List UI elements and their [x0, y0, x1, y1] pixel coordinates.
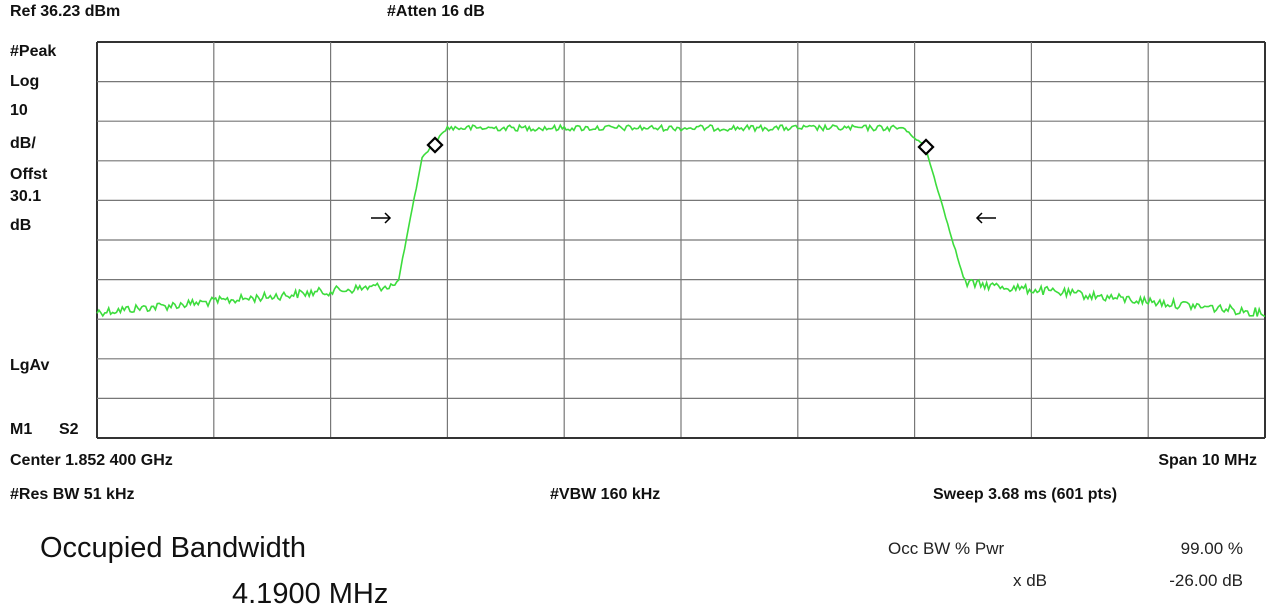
param-value: 99.00 %: [1180, 539, 1243, 558]
marker-mode: S2: [59, 421, 79, 438]
side-label: 10: [10, 102, 28, 119]
sweep: Sweep 3.68 ms (601 pts): [933, 486, 1118, 503]
marker-diamond: [917, 138, 935, 156]
measurement-title: Occupied Bandwidth: [40, 532, 306, 564]
trace: [96, 123, 1266, 318]
side-label: #Peak: [10, 43, 57, 60]
marker-diamond: [426, 136, 444, 154]
measurement-value: 4.1900 MHz: [232, 578, 389, 610]
side-label: Log: [10, 73, 40, 90]
param-label: Occ BW % Pwr: [888, 539, 1005, 558]
graticule: [96, 41, 1266, 439]
side-label: dB/: [10, 135, 36, 152]
attenuation: #Atten 16 dB: [387, 3, 485, 20]
side-label: dB: [10, 217, 32, 234]
param-label: x dB: [1013, 571, 1048, 590]
side-label: 30.1: [10, 188, 42, 205]
param-value: -26.00 dB: [1169, 571, 1243, 590]
vbw: #VBW 160 kHz: [550, 486, 661, 503]
res-bw: #Res BW 51 kHz: [10, 486, 135, 503]
arrow-right: [371, 212, 392, 224]
reference-level: Ref 36.23 dBm: [10, 3, 121, 20]
detector: LgAv: [10, 357, 50, 374]
side-label: Offst: [10, 166, 48, 183]
arrow-left: [975, 212, 996, 224]
span: Span 10 MHz: [1158, 452, 1257, 469]
marker: M1: [10, 421, 33, 438]
center-freq: Center 1.852 400 GHz: [10, 452, 173, 469]
